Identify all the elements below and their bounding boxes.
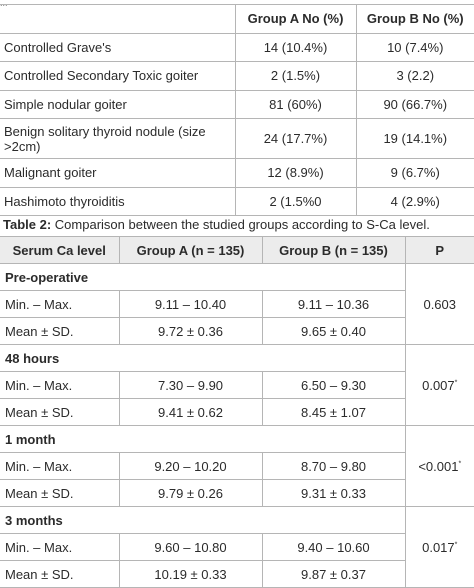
group-a-value: 14 (10.4%) — [234, 32, 357, 62]
row-label: Min. – Max. — [0, 452, 120, 480]
group-b-value: 9.87 ± 0.37 — [261, 560, 405, 588]
table-row: Min. – Max. 9.60 – 10.80 9.40 – 10.60 — [0, 533, 474, 561]
group-b-value: 10 (7.4%) — [355, 32, 474, 62]
row-label: Mean ± SD. — [0, 398, 120, 426]
group-b-value: 9.65 ± 0.40 — [261, 317, 405, 345]
section-row: Pre-operative 0.603 — [0, 263, 474, 345]
section-title: Pre-operative — [0, 263, 406, 291]
group-a-value: 2 (1.5%0 — [234, 186, 357, 216]
group-a-value: 9.60 – 10.80 — [118, 533, 263, 561]
row-label: Benign solitary thyroid nodule (size >2c… — [0, 118, 236, 159]
row-label: Mean ± SD. — [0, 479, 120, 507]
row-label: Min. – Max. — [0, 533, 120, 561]
row-label: Min. – Max. — [0, 290, 120, 318]
p-value: <0.001* — [404, 425, 474, 507]
table-row: Simple nodular goiter 81 (60%) 90 (66.7%… — [0, 89, 474, 119]
group-a-value: 9.72 ± 0.36 — [118, 317, 263, 345]
group-a-value: 9.41 ± 0.62 — [118, 398, 263, 426]
row-label: Simple nodular goiter — [0, 89, 236, 119]
group-a-value: 10.19 ± 0.33 — [118, 560, 263, 588]
group-a-value: 12 (8.9%) — [234, 158, 357, 188]
group-a-value: 7.30 – 9.90 — [118, 371, 263, 399]
group-b-value: 9 (6.7%) — [355, 158, 474, 188]
table-row: Min. – Max. 9.11 – 10.40 9.11 – 10.36 — [0, 290, 474, 318]
caption-text: Comparison between the studied groups ac… — [51, 217, 430, 232]
group-b-value: 8.45 ± 1.07 — [261, 398, 405, 426]
row-label: Mean ± SD. — [0, 560, 120, 588]
group-b-value: 9.31 ± 0.33 — [261, 479, 405, 507]
table-header-row: Group A No (%) Group B No (%) — [0, 4, 474, 34]
group-b-value: 3 (2.2) — [355, 61, 474, 91]
header-group-a: Group A (n = 135) — [118, 236, 263, 264]
row-label: Hashimoto thyroiditis — [0, 186, 236, 216]
p-value-text: 0.017 — [422, 539, 455, 555]
table-row: Controlled Grave's 14 (10.4%) 10 (7.4%) — [0, 32, 474, 62]
p-value: 0.017* — [404, 506, 474, 588]
group-a-value: 9.11 – 10.40 — [118, 290, 263, 318]
table-caption: Table 2: Comparison between the studied … — [3, 217, 430, 232]
header-group-b: Group B No (%) — [355, 4, 474, 34]
significance-mark: * — [458, 460, 462, 468]
section-row: 1 month <0.001* — [0, 425, 474, 507]
table-row: Mean ± SD. 9.72 ± 0.36 9.65 ± 0.40 — [0, 317, 474, 345]
row-label: Min. – Max. — [0, 371, 120, 399]
group-a-value: 81 (60%) — [234, 89, 357, 119]
group-b-value: 90 (66.7%) — [355, 89, 474, 119]
serum-calcium-table: Serum Ca level Group A (n = 135) Group B… — [0, 236, 474, 588]
header-serum-ca-level: Serum Ca level — [0, 236, 120, 264]
significance-mark: * — [454, 541, 458, 549]
table-row: Controlled Secondary Toxic goiter 2 (1.5… — [0, 61, 474, 91]
section-title: 48 hours — [0, 344, 406, 372]
header-group-b: Group B (n = 135) — [261, 236, 406, 264]
group-b-value: 8.70 – 9.80 — [261, 452, 405, 480]
table-row: Benign solitary thyroid nodule (size >2c… — [0, 118, 474, 159]
group-a-value: 2 (1.5%) — [234, 61, 357, 91]
row-label: Controlled Grave's — [0, 32, 236, 62]
table-row: Mean ± SD. 10.19 ± 0.33 9.87 ± 0.37 — [0, 560, 474, 588]
group-b-value: 9.40 – 10.60 — [261, 533, 405, 561]
header-p-value: P — [404, 236, 474, 264]
section-row: 3 months 0.017* — [0, 506, 474, 588]
p-value-text: 0.603 — [423, 296, 457, 312]
table-row: Min. – Max. 9.20 – 10.20 8.70 – 9.80 — [0, 452, 474, 480]
table-header-row: Serum Ca level Group A (n = 135) Group B… — [0, 236, 474, 264]
caption-label: Table 2: — [3, 217, 52, 232]
row-label: Controlled Secondary Toxic goiter — [0, 61, 236, 91]
group-a-value: 9.79 ± 0.26 — [118, 479, 263, 507]
group-b-value: 4 (2.9%) — [355, 186, 474, 216]
table-row: Min. – Max. 7.30 – 9.90 6.50 – 9.30 — [0, 371, 474, 399]
header-blank — [0, 4, 236, 34]
p-value-text: 0.007 — [422, 377, 455, 393]
group-b-value: 6.50 – 9.30 — [261, 371, 405, 399]
section-title: 1 month — [0, 425, 406, 453]
group-a-value: 9.20 – 10.20 — [118, 452, 263, 480]
group-b-value: 9.11 – 10.36 — [261, 290, 405, 318]
p-value-text: <0.001 — [418, 458, 459, 474]
table-row: Mean ± SD. 9.41 ± 0.62 8.45 ± 1.07 — [0, 398, 474, 426]
group-b-value: 19 (14.1%) — [355, 118, 474, 159]
diagnosis-table: Group A No (%) Group B No (%) Controlled… — [0, 4, 474, 216]
p-value: 0.007* — [404, 344, 474, 426]
row-label: Malignant goiter — [0, 158, 236, 188]
section-title: 3 months — [0, 506, 406, 534]
p-value: 0.603 — [404, 263, 474, 345]
row-label: Mean ± SD. — [0, 317, 120, 345]
header-group-a: Group A No (%) — [234, 4, 357, 34]
group-a-value: 24 (17.7%) — [234, 118, 357, 159]
table-row: Mean ± SD. 9.79 ± 0.26 9.31 ± 0.33 — [0, 479, 474, 507]
table-row: Hashimoto thyroiditis 2 (1.5%0 4 (2.9%) — [0, 186, 474, 216]
cropped-header-text: ... — [0, 0, 8, 6]
table-row: Malignant goiter 12 (8.9%) 9 (6.7%) — [0, 158, 474, 188]
significance-mark: * — [454, 379, 458, 387]
section-row: 48 hours 0.007* — [0, 344, 474, 426]
